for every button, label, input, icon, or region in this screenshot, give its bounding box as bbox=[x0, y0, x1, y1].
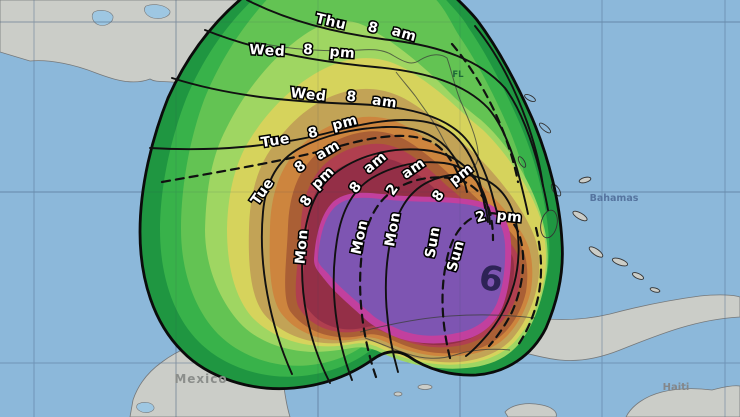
label-bahamas: Bahamas bbox=[590, 193, 639, 204]
coastal-lake bbox=[144, 4, 171, 19]
contour-wed-8am bbox=[171, 77, 500, 221]
label-haiti: Haiti bbox=[663, 382, 690, 393]
label-mexico: Mexico bbox=[174, 372, 227, 386]
bahama-island bbox=[550, 183, 562, 197]
storm-color-bands bbox=[140, 0, 563, 389]
bahama-island bbox=[572, 210, 588, 222]
contour-dashed-tue-2am bbox=[160, 134, 463, 184]
label-wed-8pm-hour: 8 bbox=[303, 42, 314, 59]
arrival-time-contours bbox=[149, 0, 549, 384]
contour-fan-line bbox=[474, 25, 544, 187]
label-wed-8am-hour: 8 bbox=[345, 88, 357, 105]
florida-outline bbox=[254, 41, 479, 169]
bahama-island bbox=[649, 287, 661, 293]
cayman-island bbox=[393, 391, 403, 397]
bahama-island bbox=[611, 257, 629, 267]
contour-wed-8pm bbox=[204, 29, 529, 215]
contour-mon-8am bbox=[332, 161, 491, 381]
yucatan-lagoon bbox=[136, 402, 155, 413]
contour-sun-8pm bbox=[384, 173, 520, 373]
hispaniola bbox=[625, 385, 740, 417]
label-wed-8pm-day: Wed bbox=[249, 42, 286, 60]
cayman-island bbox=[417, 384, 433, 390]
geographic-labels: FL Bahamas Mexico Haiti bbox=[174, 70, 689, 393]
label-sun-2pm-meridiem: pm bbox=[496, 208, 523, 227]
wind-field-boundary bbox=[138, 0, 564, 391]
andros-island bbox=[540, 209, 558, 239]
label-wed-8pm-meridiem: pm bbox=[329, 44, 356, 62]
jamaica bbox=[504, 403, 557, 417]
contour-dashed-east-rim bbox=[514, 226, 543, 350]
coastal-lake bbox=[91, 10, 114, 26]
bahama-island bbox=[538, 122, 552, 134]
contour-sun-2pm bbox=[441, 212, 525, 360]
contour-tue-8am bbox=[260, 126, 468, 375]
bahama-island bbox=[588, 246, 604, 258]
label-tue-8pm-hour: 8 bbox=[306, 124, 319, 142]
bahama-island bbox=[578, 176, 592, 184]
contour-mon-2am bbox=[359, 176, 495, 379]
label-florida: FL bbox=[452, 70, 464, 80]
label-wed-8am-meridiem: am bbox=[371, 92, 398, 111]
arrival-time-labels: Thu 8 am Wed 8 pm Wed 8 am Tue 8 pm Tue … bbox=[246, 9, 524, 274]
contour-fan-dashed bbox=[450, 42, 520, 184]
label-mon-8pm-day: Mon bbox=[293, 229, 312, 265]
cuba-coast-overlay bbox=[359, 314, 536, 359]
contour-tue-8pm bbox=[149, 119, 486, 209]
label-wed-8am-day: Wed bbox=[290, 85, 327, 105]
bahama-island bbox=[517, 156, 527, 168]
bahama-island bbox=[524, 93, 536, 103]
bahama-island bbox=[632, 272, 644, 280]
label-tue-8pm-day: Tue bbox=[260, 131, 291, 151]
